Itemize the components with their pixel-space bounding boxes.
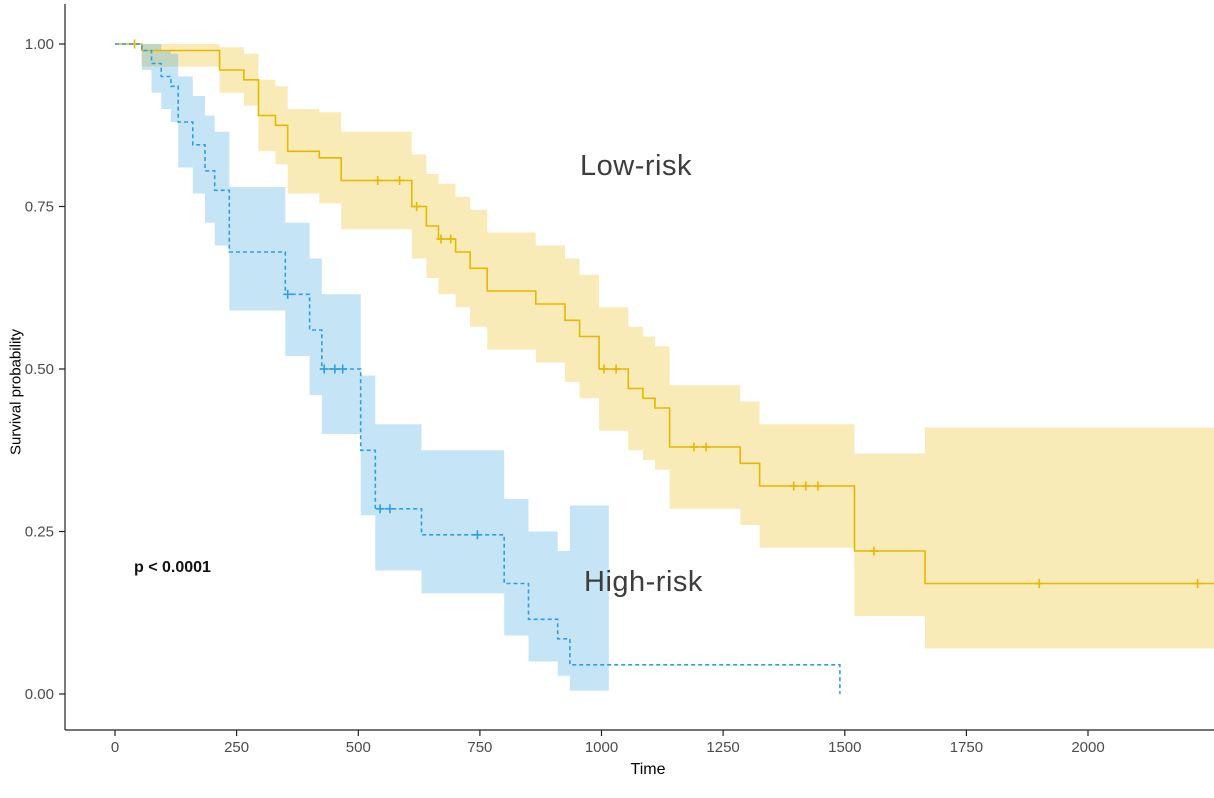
p-value-label: p < 0.0001 — [134, 559, 211, 576]
svg-text:1500: 1500 — [828, 739, 861, 756]
high-risk-curve-label: High-risk — [584, 566, 703, 598]
y-axis-title: Survival probability — [7, 329, 25, 455]
svg-text:0.25: 0.25 — [25, 524, 54, 541]
svg-text:1000: 1000 — [585, 739, 618, 756]
x-axis-title: Time — [630, 761, 666, 778]
svg-text:1250: 1250 — [706, 739, 739, 756]
svg-text:0.75: 0.75 — [25, 199, 54, 216]
svg-text:1750: 1750 — [950, 739, 983, 756]
svg-text:1.00: 1.00 — [25, 36, 54, 53]
svg-text:0: 0 — [111, 739, 119, 756]
low-risk-curve-label: Low-risk — [580, 150, 692, 182]
svg-text:0.50: 0.50 — [25, 361, 54, 378]
svg-text:0.00: 0.00 — [25, 686, 54, 703]
svg-text:500: 500 — [346, 739, 371, 756]
svg-text:250: 250 — [224, 739, 249, 756]
svg-text:750: 750 — [467, 739, 492, 756]
svg-text:2000: 2000 — [1071, 739, 1104, 756]
